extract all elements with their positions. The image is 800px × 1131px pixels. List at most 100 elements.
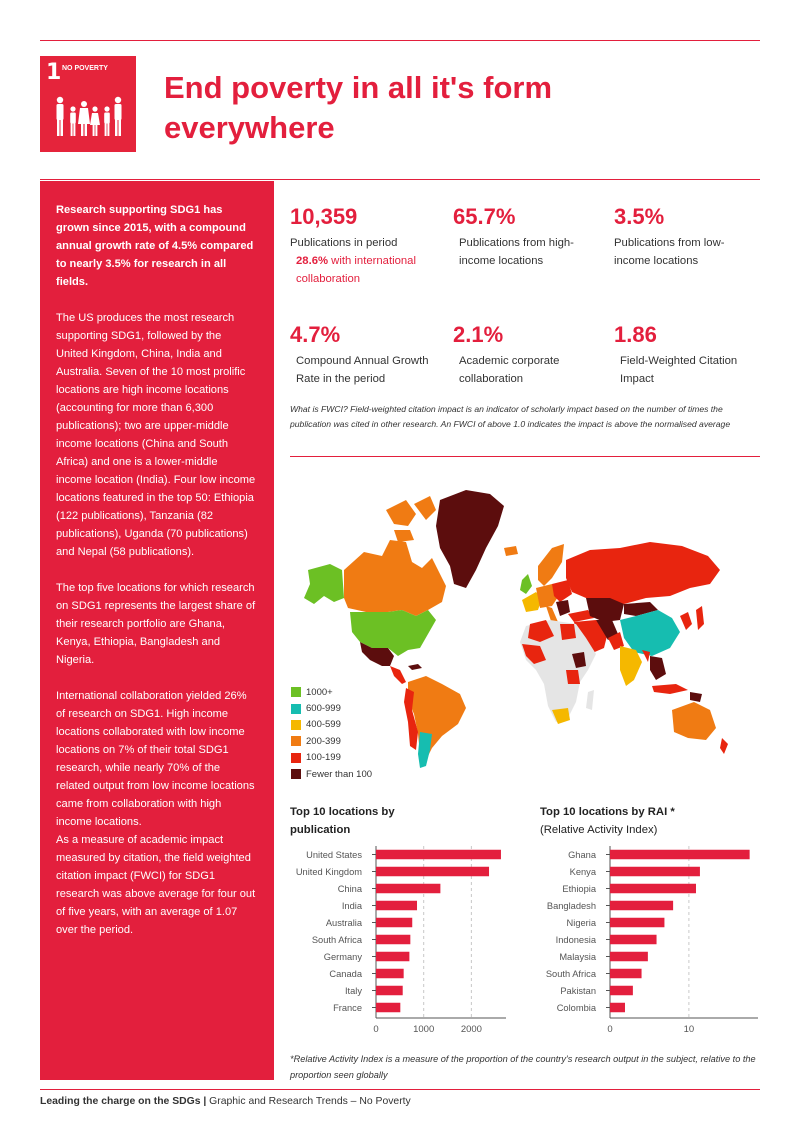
map-legend: 1000+ 600-999 400-599 200-399 100-199 Fe… <box>291 684 372 782</box>
sidebar-paragraph: The top five locations for which researc… <box>56 582 256 666</box>
category-label: Malaysia <box>559 952 597 962</box>
stat-label: Publications in period <box>290 237 398 249</box>
map-new-zealand <box>720 738 728 754</box>
map-madagascar <box>586 690 594 710</box>
stat-value: 3.5% <box>614 204 665 229</box>
map-ethiopia <box>572 652 586 668</box>
category-label: Indonesia <box>556 935 597 945</box>
map-korea-japan <box>680 606 704 630</box>
stat-high-income: 65.7% Publications from high-income loca… <box>453 204 593 270</box>
legend-swatch <box>291 719 301 730</box>
stat-value: 2.1% <box>453 322 504 347</box>
category-label: Pakistan <box>560 986 596 996</box>
stat-label: Academic corporate collaboration <box>459 355 560 385</box>
category-label: Nigeria <box>567 918 597 928</box>
map-australia <box>672 702 716 740</box>
map-png <box>690 692 702 702</box>
stat-label: Publications from low-income locations <box>614 237 725 267</box>
category-label: Colombia <box>557 1003 597 1013</box>
map-east-africa <box>566 670 580 684</box>
legend-item: 1000+ <box>291 684 372 700</box>
footer-rule <box>40 1089 760 1090</box>
map-uk <box>520 574 532 594</box>
map-caribbean <box>408 664 422 670</box>
legend-label: Fewer than 100 <box>306 768 373 780</box>
bar <box>376 849 501 860</box>
bar <box>610 883 696 894</box>
x-tick-label: 1000 <box>413 1024 434 1035</box>
map-canada <box>344 540 446 616</box>
category-label: China <box>338 884 363 894</box>
bar <box>610 849 750 860</box>
category-label: Australia <box>326 918 363 928</box>
map-russia <box>566 542 720 604</box>
footer-text: Graphic and Research Trends – No Poverty <box>206 1096 411 1107</box>
footer: Leading the charge on the SDGs | Graphic… <box>40 1096 411 1107</box>
world-map <box>304 490 728 768</box>
legend-swatch <box>291 687 301 698</box>
chart-title-text: Top 10 locations by publication <box>290 806 395 836</box>
bar <box>376 900 418 911</box>
stat-label: Field-Weighted Citation Impact <box>620 355 738 385</box>
bar <box>376 1002 401 1013</box>
map-south-america <box>408 676 466 760</box>
bar <box>376 866 490 877</box>
bar <box>376 917 413 928</box>
map-mexico <box>360 642 394 666</box>
stat-label: Compound Annual Growth Rate in the perio… <box>296 355 429 385</box>
rai-bar-chart: 0 10 Ghana Kenya Ethiopia Bangladesh Nigeria In… <box>546 846 758 1035</box>
map-europe-west <box>522 592 542 612</box>
fwci-rule <box>290 456 760 457</box>
stat-sub-text: with international collaboration <box>296 255 416 285</box>
map-scandinavia <box>538 544 564 586</box>
sidebar-paragraph: International collaboration yielded 26% … <box>56 690 255 828</box>
stat-publications: 10,359 Publications in period 28.6% with… <box>290 204 440 288</box>
map-indonesia <box>652 684 688 694</box>
map-central-america <box>390 666 406 684</box>
legend-label: 100-199 <box>306 752 341 764</box>
legend-item: 200-399 <box>291 733 372 749</box>
rai-note: *Relative Activity Index is a measure of… <box>290 1054 756 1080</box>
legend-label: 200-399 <box>306 735 341 747</box>
stat-value: 4.7% <box>290 322 341 347</box>
map-bangladesh <box>642 650 650 662</box>
legend-item: 100-199 <box>291 750 372 766</box>
stat-label: Publications from high-income locations <box>459 237 574 267</box>
category-label: Canada <box>329 969 362 979</box>
map-iran <box>596 620 618 640</box>
sidebar-panel: Research supporting SDG1 has grown since… <box>40 181 274 1080</box>
category-label: India <box>342 901 363 911</box>
legend-label: 400-599 <box>306 719 341 731</box>
sidebar-lead-paragraph: Research supporting SDG1 has grown since… <box>56 204 254 288</box>
sdg-label: NO POVERTY <box>62 65 108 72</box>
stat-value: 65.7% <box>453 204 516 229</box>
x-tick-label: 0 <box>373 1024 378 1035</box>
legend-label: 1000+ <box>306 686 333 698</box>
legend-swatch <box>291 752 301 763</box>
map-andes <box>404 688 418 750</box>
category-label: Kenya <box>570 867 597 877</box>
bar <box>376 951 410 962</box>
stat-cagr: 4.7% Compound Annual Growth Rate in the … <box>290 322 450 388</box>
fwci-note: What is FWCI? Field-weighted citation im… <box>290 404 731 429</box>
map-middle-east <box>574 620 608 654</box>
map-south-africa <box>552 708 570 724</box>
sidebar-paragraph: As a measure of academic impact measured… <box>56 834 256 936</box>
bar <box>610 917 665 928</box>
bar <box>610 866 700 877</box>
category-label: South Africa <box>312 935 363 945</box>
chart-subtitle: (Relative Activity Index) <box>540 824 658 836</box>
map-africa <box>520 620 596 722</box>
category-label: Italy <box>345 986 362 996</box>
stat-fwci: 1.86 Field-Weighted Citation Impact <box>614 322 754 388</box>
legend-swatch <box>291 769 301 780</box>
map-alaska <box>304 564 344 604</box>
stat-sub: 28.6% with international collaboration <box>290 252 440 288</box>
legend-label: 600-999 <box>306 703 341 715</box>
page-title: End poverty in all it's form everywhere <box>164 70 553 145</box>
chart-title-rai: Top 10 locations by RAI * (Relative Acti… <box>540 803 760 839</box>
map-india <box>620 646 642 686</box>
legend-swatch <box>291 703 301 714</box>
map-argentina <box>418 732 432 768</box>
map-pakistan <box>608 632 624 650</box>
